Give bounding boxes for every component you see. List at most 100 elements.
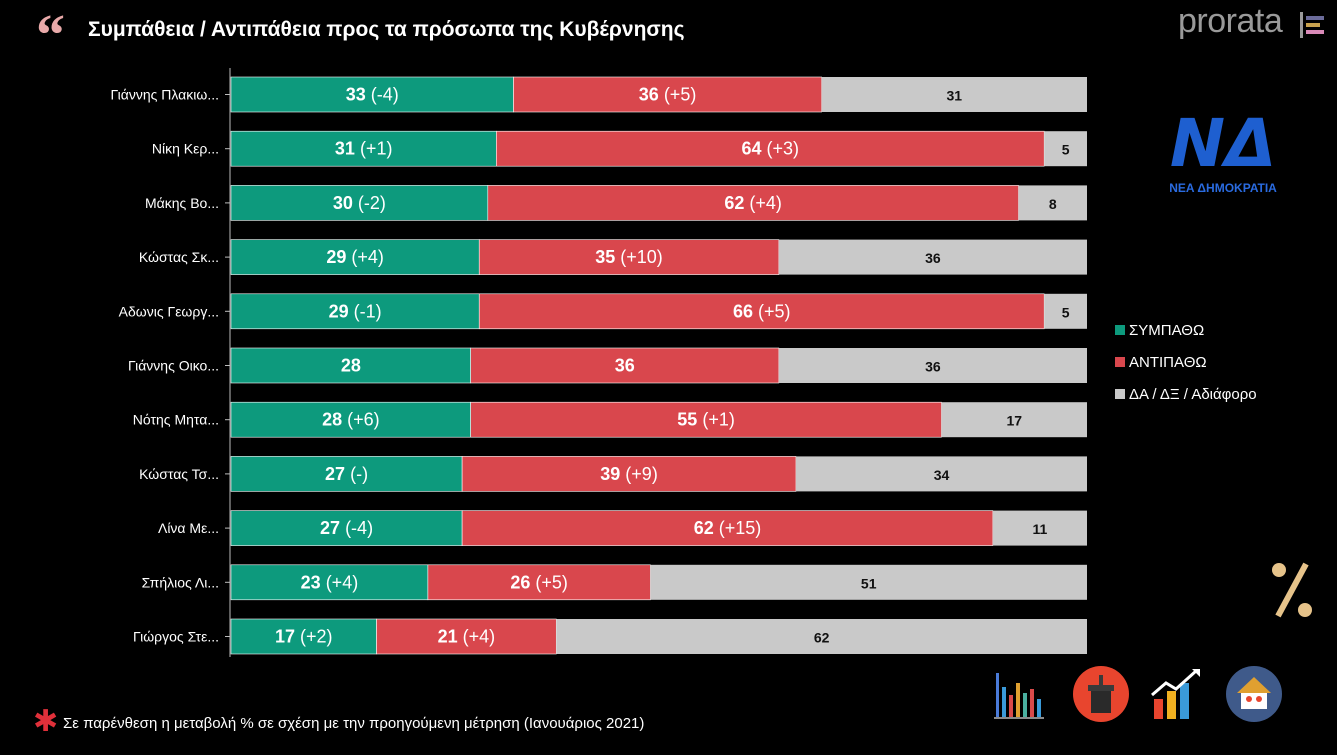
bar-segment-sympathy (230, 618, 377, 655)
data-label: 27 (-) (325, 464, 368, 484)
data-label: 11 (1033, 521, 1048, 537)
data-label: 36 (925, 250, 941, 266)
data-label: 5 (1062, 304, 1070, 320)
data-label: 29 (+4) (326, 247, 384, 267)
legend-swatch-sympathy (1115, 325, 1125, 335)
growth-chart-icon (1151, 669, 1200, 719)
legend-label-antipathy: ΑΝΤΙΠΑΘΩ (1129, 353, 1207, 371)
bar-segment-sympathy (230, 456, 463, 492)
bar-segment-neutral (778, 348, 1087, 383)
podium-icon (1073, 666, 1129, 722)
data-label: 17 (1006, 413, 1022, 429)
bar-segment-neutral (650, 564, 1087, 600)
data-label: 62 (814, 630, 830, 646)
bar-segment-neutral (992, 510, 1087, 546)
bar-segment-neutral (795, 456, 1087, 492)
bar-segment-neutral (1044, 131, 1087, 167)
category-label: Κώστας Σκ... (139, 249, 219, 265)
legend-item-antipathy: ΑΝΤΙΠΑΘΩ (1115, 346, 1257, 378)
data-label: 31 (+1) (335, 139, 393, 159)
data-label: 5 (1062, 142, 1070, 158)
legend-label-neutral: ΔΑ / ΔΞ / Αδιάφορο (1129, 385, 1257, 403)
party-logo-mark: ΝΔ (1170, 108, 1276, 182)
bar-segment-antipathy (470, 347, 780, 384)
data-label: 29 (-1) (329, 301, 382, 321)
category-label: Αδωνις Γεωργ... (119, 303, 219, 319)
bar-chart-icon (994, 673, 1044, 719)
category-label: Γιάννης Πλακιω... (111, 87, 219, 103)
bar-segment-sympathy (230, 564, 429, 601)
bar-segment-sympathy (230, 130, 497, 167)
legend-swatch-neutral (1115, 389, 1125, 399)
bar-segment-sympathy (230, 185, 489, 221)
asterisk-icon: ✱ (33, 704, 59, 739)
data-label: 36 (615, 356, 635, 376)
data-label: 23 (+4) (301, 572, 359, 592)
bar-segment-antipathy (461, 510, 994, 546)
bar-segment-antipathy (478, 239, 780, 275)
bar-segment-neutral (821, 77, 1087, 112)
bar-segment-antipathy (487, 185, 1019, 221)
data-label: 66 (+5) (733, 301, 791, 321)
brand-logo: prorata (1178, 2, 1283, 40)
bar-segment-antipathy (470, 401, 942, 438)
bar-segment-antipathy (427, 564, 651, 601)
data-label: 36 (+5) (639, 85, 697, 105)
category-label: Νότης Μητα... (133, 412, 219, 428)
bar-segment-antipathy (478, 293, 1045, 330)
party-logo: ΝΔ ΝΕΑ ΔΗΜΟΚΡΑΤΙΑ (1169, 108, 1277, 195)
data-label: 17 (+2) (275, 627, 333, 647)
data-label: 33 (-4) (346, 85, 399, 105)
legend-swatch-antipathy (1115, 357, 1125, 367)
data-label: 64 (+3) (742, 139, 800, 159)
category-label: Γιάννης Οικο... (128, 358, 219, 374)
category-label: Μάκης Βο... (145, 195, 219, 211)
bar-segment-neutral (1018, 185, 1087, 221)
bar-segment-antipathy (376, 618, 557, 655)
data-label: 31 (947, 88, 963, 104)
bar-segment-neutral (941, 402, 1087, 438)
legend-item-sympathy: ΣΥΜΠΑΘΩ (1115, 314, 1257, 346)
bar-segment-sympathy (230, 347, 471, 384)
bar-segment-sympathy (230, 293, 480, 330)
data-label: 62 (+15) (694, 518, 762, 538)
category-label: Λίνα Με... (158, 520, 219, 536)
bar-segment-sympathy (230, 239, 480, 275)
percent-icon (1272, 562, 1312, 618)
bar-segment-neutral (1044, 293, 1087, 329)
home-people-icon (1226, 666, 1282, 722)
quote-mark: “ (36, 2, 65, 67)
data-label: 35 (+10) (595, 247, 663, 267)
category-label: Σπήλιος Λι... (142, 574, 219, 590)
bar-segment-neutral (778, 239, 1087, 275)
party-logo-text: ΝΕΑ ΔΗΜΟΚΡΑΤΙΑ (1169, 181, 1277, 195)
data-label: 39 (+9) (600, 464, 658, 484)
data-label: 36 (925, 359, 941, 375)
brand-mark-icon (1300, 12, 1324, 38)
chart-legend: ΣΥΜΠΑΘΩ ΑΝΤΙΠΑΘΩ ΔΑ / ΔΞ / Αδιάφορο (1115, 314, 1257, 410)
category-label: Γιώργος Στε... (133, 629, 219, 645)
bar-segment-antipathy (496, 130, 1045, 167)
bar-segment-neutral (556, 619, 1087, 654)
footnote: Σε παρένθεση η μεταβολή % σε σχέση με τη… (63, 715, 645, 732)
data-label: 8 (1049, 196, 1057, 212)
legend-label-sympathy: ΣΥΜΠΑΘΩ (1129, 321, 1205, 339)
data-label: 27 (-4) (320, 518, 373, 538)
data-label: 51 (861, 575, 877, 591)
data-label: 28 (341, 356, 361, 376)
data-label: 55 (+1) (677, 410, 735, 430)
data-label: 30 (-2) (333, 193, 386, 213)
bar-segment-antipathy (461, 456, 797, 492)
chart-title: Συμπάθεια / Αντιπάθεια προς τα πρόσωπα τ… (88, 18, 685, 41)
data-label: 34 (934, 467, 950, 483)
bar-segment-sympathy (230, 510, 463, 546)
data-label: 28 (+6) (322, 410, 380, 430)
bar-segment-antipathy (513, 76, 822, 113)
legend-item-neutral: ΔΑ / ΔΞ / Αδιάφορο (1115, 378, 1257, 410)
category-label: Κώστας Τσ... (139, 466, 219, 482)
data-label: 62 (+4) (724, 193, 782, 213)
bar-segment-sympathy (230, 401, 471, 438)
bar-segment-sympathy (230, 76, 514, 113)
category-label: Νίκη Κερ... (152, 141, 219, 157)
